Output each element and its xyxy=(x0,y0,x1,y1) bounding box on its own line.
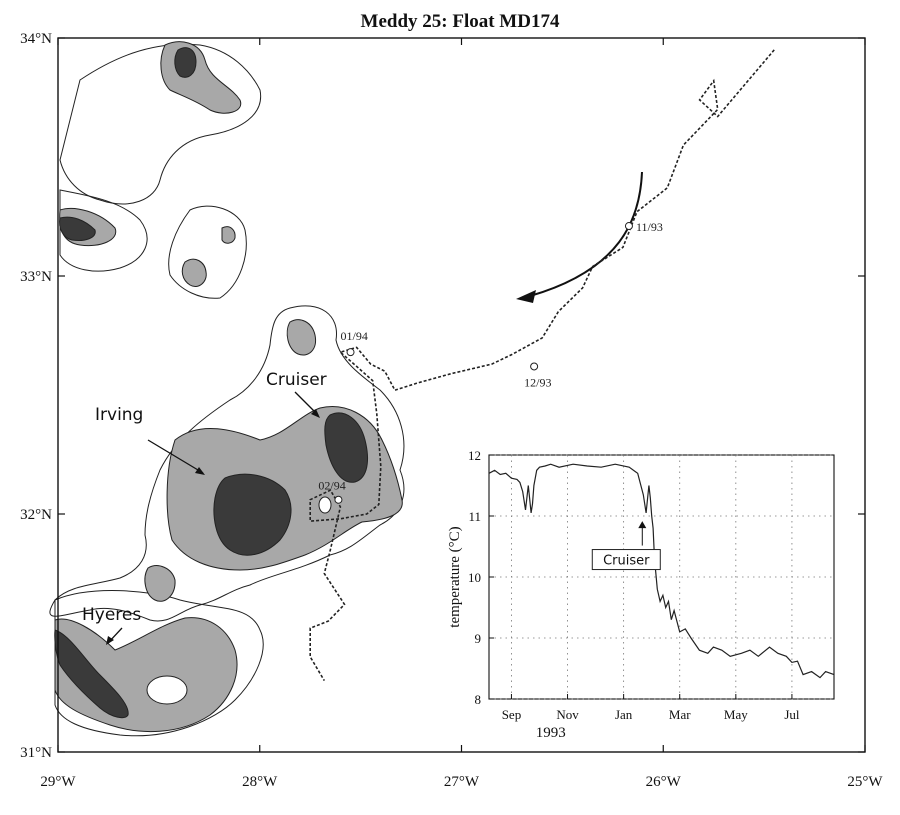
eddy-sw-mid xyxy=(144,565,176,602)
hyeres-pointer-head xyxy=(106,636,114,645)
inset-annotation-arrowhead xyxy=(638,521,647,529)
inset-ylabel: temperature (°C) xyxy=(447,526,463,627)
inset-frame xyxy=(488,454,835,700)
eddy-north-core xyxy=(174,47,197,78)
eddy-cruiser-north-mid xyxy=(286,319,317,356)
eddy-hyeres-hole xyxy=(146,675,188,705)
inset-y-tick-label: 11 xyxy=(468,509,481,524)
inset-x-tick-label: Sep xyxy=(502,707,522,722)
inset-x-tick-label: May xyxy=(724,707,748,722)
inset-xlabel: 1993 xyxy=(536,725,566,741)
eddy-west-core xyxy=(59,216,96,241)
irving-pointer-head xyxy=(195,467,205,475)
track-date-marker xyxy=(346,348,355,357)
lat-tick-label: 34°N xyxy=(20,31,52,47)
eddy-small2-mid xyxy=(221,226,236,244)
float-track-line xyxy=(309,49,775,682)
flow-arrow xyxy=(516,171,643,303)
map-title: Meddy 25: Float MD174 xyxy=(361,11,560,32)
contour-field xyxy=(49,41,405,737)
cruiser-pointer-head xyxy=(311,409,320,418)
irving-pointer-arrow xyxy=(147,439,204,474)
eddy-irving-core xyxy=(213,473,292,556)
track-date-label: 12/93 xyxy=(524,375,551,389)
float-track-layer: 11/93 12/93 01/94 02/94 xyxy=(309,49,775,682)
lon-tick-label: 29°W xyxy=(40,774,76,790)
track-date-marker xyxy=(334,495,343,504)
eddy-hyeres-core xyxy=(54,629,129,719)
temperature-series-line xyxy=(488,463,835,679)
lon-tick-label: 28°W xyxy=(242,774,278,790)
lat-tick-label: 31°N xyxy=(20,745,52,761)
lat-tick-label: 32°N xyxy=(20,507,52,523)
inset-x-tick-label: Jan xyxy=(615,707,633,722)
inset-x-tick-label: Mar xyxy=(669,707,691,722)
lon-tick-label: 25°W xyxy=(847,774,883,790)
inset-x-tick-label: Jul xyxy=(784,707,800,722)
eddy-irving-hole xyxy=(318,496,332,514)
track-date-label: 01/94 xyxy=(341,329,368,343)
map-axes: 29°W 28°W 27°W 26°W 25°W 34°N 33°N 32°N 31°N xyxy=(20,31,883,790)
eddy-small-mid xyxy=(181,258,207,287)
contour-outer-north xyxy=(59,43,262,205)
flow-arrow-head xyxy=(516,290,536,303)
inset-y-tick-label: 8 xyxy=(475,692,482,707)
inset-annotation-label: Cruiser xyxy=(603,554,650,569)
inset-annotation-box xyxy=(591,549,661,571)
eddy-irving-mid xyxy=(166,406,403,571)
inset-y-tick-label: 10 xyxy=(468,570,481,585)
flow-arrow-shaft xyxy=(529,171,643,297)
track-date-label: 11/93 xyxy=(636,220,663,234)
inset-y-tick-label: 12 xyxy=(468,448,481,463)
eddy-label-hyeres: Hyeres xyxy=(82,605,141,625)
contour-outer-small xyxy=(168,205,247,299)
eddy-label-irving: Irving xyxy=(95,405,143,425)
eddy-north-mid xyxy=(160,41,242,114)
inset-x-tick-label: Nov xyxy=(556,707,579,722)
track-date-label: 02/94 xyxy=(318,479,345,493)
track-date-marker xyxy=(624,222,633,231)
lon-tick-label: 27°W xyxy=(444,774,480,790)
lat-tick-label: 33°N xyxy=(20,269,52,285)
lon-tick-label: 26°W xyxy=(646,774,682,790)
temperature-inset: 8 9 10 11 12 Sep Nov Jan Mar May Jul temperature (°… xyxy=(447,447,841,743)
eddy-label-cruiser: Cruiser xyxy=(266,370,327,390)
track-date-marker xyxy=(530,362,539,371)
inset-y-tick-label: 9 xyxy=(475,631,482,646)
contour-outer-west xyxy=(59,189,148,272)
eddy-cruiser-core xyxy=(324,412,368,483)
